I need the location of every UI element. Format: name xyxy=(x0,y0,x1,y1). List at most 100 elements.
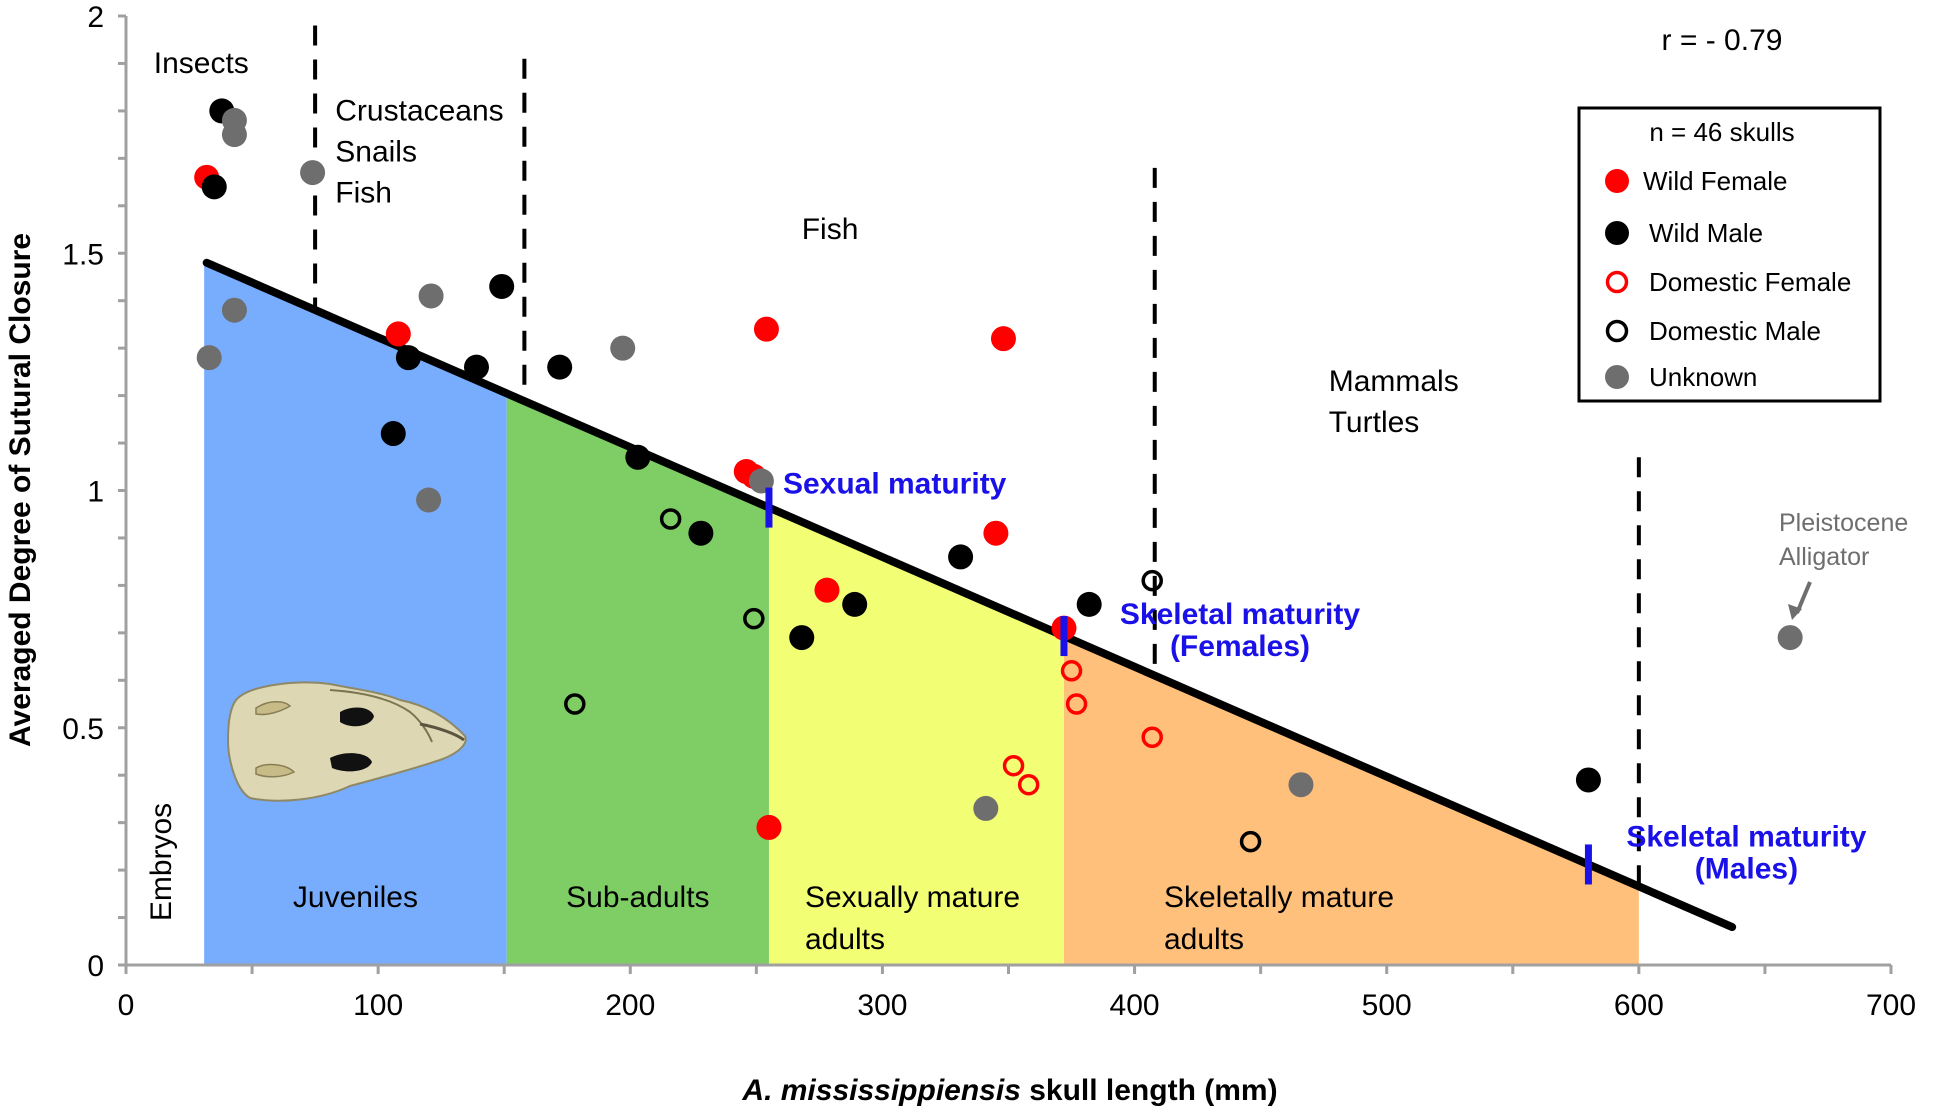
callout-label: Alligator xyxy=(1779,543,1869,571)
data-point-wild-male xyxy=(489,273,515,299)
maturity-label: Skeletal maturity xyxy=(1120,598,1360,631)
stage-label: Skeletally mature xyxy=(1164,881,1394,914)
data-point-unknown xyxy=(748,468,774,494)
stage-band-2 xyxy=(768,507,1064,965)
data-point-domestic-male xyxy=(1141,569,1163,592)
legend-marker-unknown xyxy=(1605,365,1629,389)
maturity-label: Sexual maturity xyxy=(783,468,1007,501)
maturity-tick xyxy=(1060,616,1068,657)
diet-label: Fish xyxy=(335,176,392,209)
trendline xyxy=(202,258,1737,932)
data-point-domestic-female xyxy=(1141,726,1163,748)
legend-title: n = 46 skulls xyxy=(1649,117,1794,147)
data-point-domestic-female xyxy=(1017,773,1040,796)
data-point-wild-male xyxy=(201,174,227,200)
data-point-domestic-female xyxy=(1060,660,1083,682)
y-axis-title: Averaged Degree of Sutural Closure xyxy=(4,233,37,747)
data-point-wild-female xyxy=(756,814,782,840)
stage-label: adults xyxy=(1164,923,1244,956)
alligator-skull-image xyxy=(226,681,467,802)
maturity-label: (Males) xyxy=(1695,852,1798,885)
data-point-wild-female xyxy=(814,577,840,603)
data-point-domestic-male xyxy=(659,508,682,530)
legend-label: Domestic Female xyxy=(1649,267,1851,297)
data-point-wild-male xyxy=(1575,767,1601,793)
data-point-wild-female xyxy=(990,326,1016,352)
data-point-wild-male xyxy=(688,520,714,546)
stage-label: adults xyxy=(805,923,885,956)
callout-arrow-shaft xyxy=(1795,581,1812,614)
embryos-label: Embryos xyxy=(145,803,178,921)
axes: 0 0.5 1 1.5 2 0 100 200 300 400 500 600 700 xyxy=(62,1,1916,1022)
data-point-wild-male xyxy=(395,345,421,371)
stage-band-0 xyxy=(204,261,507,966)
diet-label: Insects xyxy=(154,47,249,80)
y-tick-label: 1.5 xyxy=(62,238,104,271)
x-tick-label: 100 xyxy=(353,989,403,1022)
data-point-wild-male xyxy=(463,354,489,380)
legend-marker-wild-male xyxy=(1605,221,1629,245)
y-tick-label: 0 xyxy=(87,950,104,983)
legend: n = 46 skulls Wild Female Wild Male Domest… xyxy=(1577,106,1882,403)
stage-label: Juveniles xyxy=(293,881,418,914)
y-tick-label: 1 xyxy=(87,476,104,509)
data-point-unknown xyxy=(221,122,247,148)
data-point-wild-male xyxy=(1076,591,1102,617)
data-point-unknown xyxy=(973,795,999,821)
data-point-unknown xyxy=(610,335,636,361)
legend-label: Domestic Male xyxy=(1649,316,1821,346)
y-tick-label: 0.5 xyxy=(62,713,104,746)
x-tick-label: 200 xyxy=(605,989,655,1022)
data-point-wild-male xyxy=(380,421,406,447)
data-point-unknown xyxy=(416,487,442,513)
maturity-label: (Females) xyxy=(1170,630,1310,663)
x-tick-label: 500 xyxy=(1362,989,1412,1022)
x-axis-title-italic: A. mississippiensis xyxy=(741,1074,1020,1107)
stage-label: Sexually mature xyxy=(805,881,1020,914)
legend-label: Wild Female xyxy=(1643,166,1787,196)
x-axis-title: A. mississippiensis skull length (mm) xyxy=(741,1074,1277,1107)
legend-label: Unknown xyxy=(1649,362,1757,392)
legend-box xyxy=(1577,106,1882,403)
x-axis-title-rest: skull length (mm) xyxy=(1021,1074,1278,1107)
stage-label: Sub-adults xyxy=(566,881,709,914)
maturity-label: Skeletal maturity xyxy=(1626,820,1866,853)
stage-band-1 xyxy=(506,393,769,966)
callout-arrow-head xyxy=(1788,604,1802,620)
data-point-wild-male xyxy=(842,591,868,617)
diet-label: Turtles xyxy=(1329,406,1420,439)
x-tick-label: 600 xyxy=(1614,989,1664,1022)
x-tick-label: 300 xyxy=(857,989,907,1022)
data-point-unknown xyxy=(1288,772,1314,798)
legend-marker-domestic-male xyxy=(1605,319,1629,343)
data-point-domestic-female xyxy=(1002,754,1025,777)
maturity-tick xyxy=(1584,844,1592,885)
diet-label: Fish xyxy=(802,213,859,246)
stage-band-3 xyxy=(1063,636,1639,965)
data-point-unknown xyxy=(221,297,247,323)
legend-label: Wild Male xyxy=(1649,218,1763,248)
diet-label: Crustaceans xyxy=(335,94,503,127)
data-point-wild-male xyxy=(547,354,573,380)
data-point-wild-female xyxy=(983,520,1009,546)
regression-line xyxy=(202,258,1737,932)
legend-marker-wild-female xyxy=(1605,169,1629,193)
legend-marker-domestic-female xyxy=(1605,270,1629,294)
data-point-domestic-male xyxy=(1239,830,1262,853)
data-point-wild-male xyxy=(789,625,815,651)
callout-label: Pleistocene xyxy=(1779,509,1908,537)
data-point-domestic-female xyxy=(1065,693,1088,715)
x-tick-label: 400 xyxy=(1110,989,1160,1022)
data-point-unknown xyxy=(1777,625,1803,651)
x-tick-label: 0 xyxy=(118,989,135,1022)
data-point-wild-male xyxy=(625,444,651,470)
correlation-label: r = - 0.79 xyxy=(1662,24,1783,57)
data-point-unknown xyxy=(418,283,444,309)
data-point-wild-female xyxy=(385,321,411,347)
data-point-wild-male xyxy=(948,544,974,570)
data-point-domestic-male xyxy=(564,693,586,715)
maturity-tick xyxy=(765,487,773,528)
y-tick-label: 2 xyxy=(87,1,104,34)
